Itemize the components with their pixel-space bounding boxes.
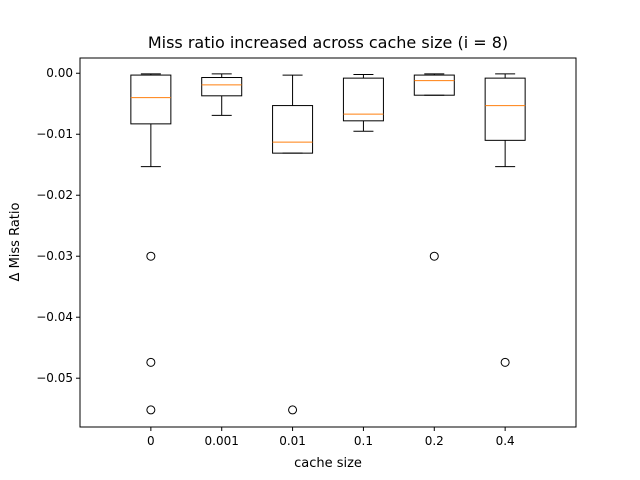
plot-frame xyxy=(79,57,577,428)
x-tick-label: 0.4 xyxy=(496,434,515,448)
x-axis: 0 0.001 0.01 0.1 0.2 0.4 xyxy=(147,427,515,448)
iqr-box xyxy=(342,77,384,122)
x-tick-label: 0.1 xyxy=(354,434,373,448)
box-0.2 xyxy=(413,73,455,261)
outlier-point xyxy=(146,357,156,367)
y-axis-label: Δ Miss Ratio xyxy=(8,203,23,282)
x-tick-label: 0 xyxy=(147,434,155,448)
box-0.1 xyxy=(342,73,384,132)
outlier-point xyxy=(146,251,156,261)
y-tick-label: 0.00 xyxy=(46,66,73,80)
y-tick-label: −0.01 xyxy=(36,127,73,141)
chart-title: Miss ratio increased across cache size (… xyxy=(148,33,508,52)
box-0.001 xyxy=(201,73,243,116)
y-tick-label: −0.03 xyxy=(36,249,73,263)
box-0.01 xyxy=(272,74,314,415)
x-axis-label: cache size xyxy=(294,456,362,471)
outlier-point xyxy=(146,405,156,415)
iqr-box xyxy=(201,77,243,97)
x-tick-label: 0.2 xyxy=(425,434,444,448)
y-tick-label: −0.02 xyxy=(36,188,73,202)
y-tick-label: −0.04 xyxy=(36,310,73,324)
iqr-box xyxy=(413,74,455,96)
box-0.4 xyxy=(484,73,526,367)
x-tick-label: 0.001 xyxy=(205,434,239,448)
outlier-point xyxy=(288,405,298,415)
x-tick-label: 0.01 xyxy=(279,434,306,448)
iqr-box xyxy=(130,74,172,125)
outlier-point xyxy=(500,357,510,367)
box-0 xyxy=(130,73,172,415)
iqr-box xyxy=(272,105,314,154)
outlier-point xyxy=(429,251,439,261)
y-tick-label: −0.05 xyxy=(36,371,73,385)
iqr-box xyxy=(484,77,526,141)
boxes-group xyxy=(130,73,526,415)
y-axis: 0.00 −0.01 −0.02 −0.03 −0.04 −0.05 xyxy=(36,66,80,385)
